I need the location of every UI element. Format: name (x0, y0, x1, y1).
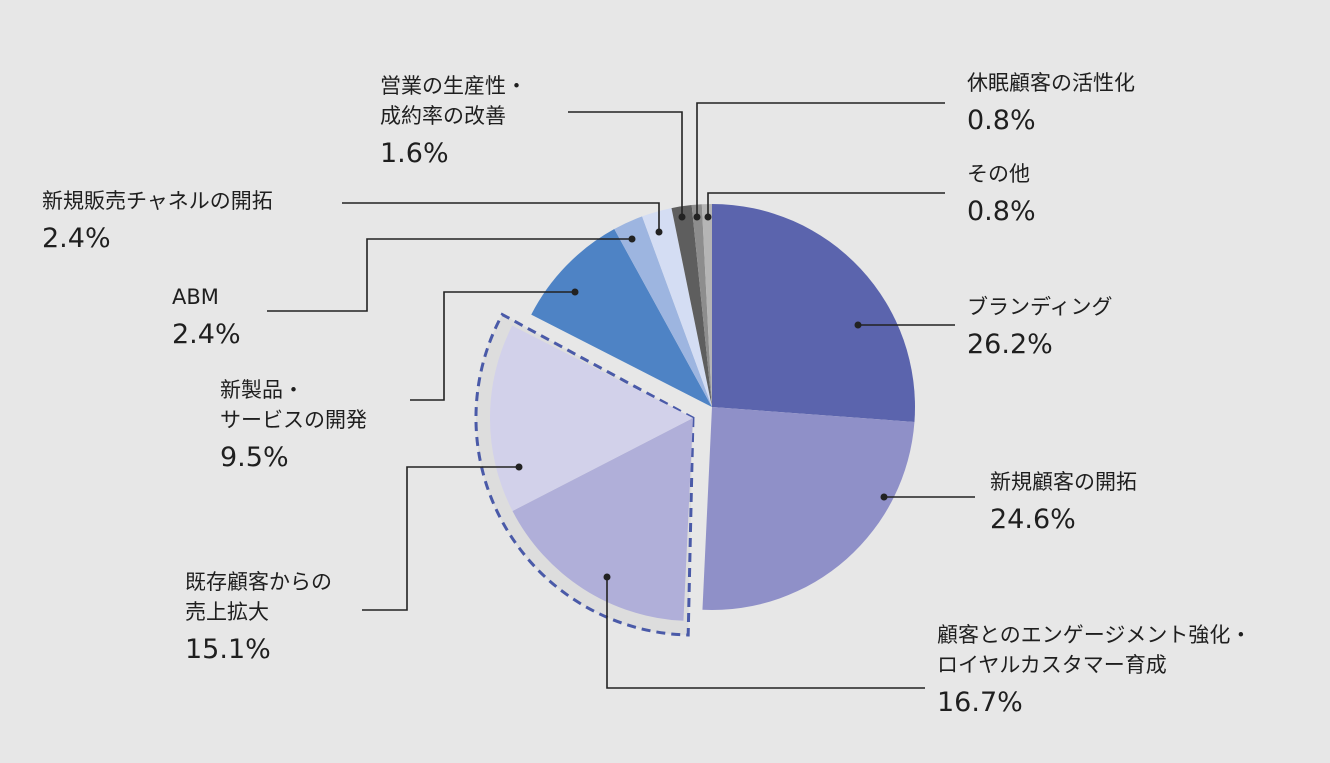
leader-dot-dormant (693, 213, 701, 221)
label-sales-productivity-value: 1.6% (380, 138, 449, 169)
label-engagement-name: 顧客とのエンゲージメント強化・ ロイヤルカスタマー育成 (937, 623, 1252, 677)
highlight-dashed-outline (474, 312, 695, 637)
label-other-name: その他 (967, 162, 1030, 186)
label-new-products-name: 新製品・ サービスの開発 (220, 378, 367, 432)
label-new-channels: 新規販売チャネルの開拓 2.4% (42, 186, 273, 256)
pie-slice-new-channels (642, 208, 712, 407)
leader-line-abm (267, 238, 632, 312)
label-dormant: 休眠顧客の活性化 0.8% (967, 68, 1135, 138)
pie-slice-abm (614, 216, 712, 407)
label-dormant-value: 0.8% (967, 105, 1036, 136)
label-existing-sales-value: 15.1% (185, 634, 271, 665)
leader-dot-abm (628, 235, 636, 243)
pie-slice-engagement (512, 418, 693, 621)
label-new-customers-name: 新規顧客の開拓 (990, 470, 1137, 494)
label-branding-value: 26.2% (967, 329, 1053, 360)
label-sales-productivity-name: 営業の生産性・ 成約率の改善 (380, 74, 527, 128)
label-engagement-value: 16.7% (937, 687, 1023, 718)
leader-line-new-channels (342, 202, 660, 232)
leader-dot-existing-sales (515, 463, 523, 471)
pie-slice-sales-productivity (671, 205, 712, 407)
label-new-customers: 新規顧客の開拓 24.6% (990, 467, 1137, 537)
label-abm-name: ABM (172, 285, 219, 309)
label-branding: ブランディング 26.2% (967, 292, 1113, 362)
pie-slices (489, 204, 916, 621)
label-abm: ABM 2.4% (172, 282, 241, 352)
leader-dot-engagement (603, 573, 611, 581)
leader-dot-new-channels (655, 228, 663, 236)
label-existing-sales: 既存顧客からの 売上拡大 15.1% (185, 567, 332, 667)
label-dormant-name: 休眠顧客の活性化 (967, 71, 1135, 95)
pie-slice-other (701, 204, 712, 407)
label-branding-name: ブランディング (967, 295, 1113, 319)
leader-dot-branding (854, 321, 862, 329)
label-sales-productivity: 営業の生産性・ 成約率の改善 1.6% (380, 71, 527, 171)
leader-dot-sales-productivity (678, 213, 686, 221)
leader-line-engagement (606, 577, 925, 689)
label-abm-value: 2.4% (172, 319, 241, 350)
leader-lines (267, 102, 975, 689)
pie-slice-new-products (531, 229, 712, 407)
leader-dot-new-products (571, 288, 579, 296)
leader-line-existing-sales (362, 466, 519, 611)
label-new-products-value: 9.5% (220, 442, 289, 473)
pie-slice-branding (712, 204, 916, 422)
leader-line-other (707, 192, 945, 217)
label-engagement: 顧客とのエンゲージメント強化・ ロイヤルカスタマー育成 16.7% (937, 620, 1251, 720)
pie-slice-existing-sales (489, 325, 693, 511)
leader-line-new-products (410, 291, 575, 401)
leader-dot-new-customers (880, 493, 888, 501)
pie-slice-new-customers (702, 407, 915, 611)
label-new-products: 新製品・ サービスの開発 9.5% (220, 375, 367, 475)
leader-dot-other (704, 213, 712, 221)
leader-line-sales-productivity (568, 111, 683, 217)
label-new-channels-value: 2.4% (42, 223, 111, 254)
label-other-value: 0.8% (967, 196, 1036, 227)
leader-line-dormant (696, 102, 945, 217)
label-new-channels-name: 新規販売チャネルの開拓 (42, 189, 273, 213)
label-new-customers-value: 24.6% (990, 504, 1076, 535)
label-other: その他 0.8% (967, 159, 1036, 229)
label-existing-sales-name: 既存顧客からの 売上拡大 (185, 570, 332, 624)
pie-slice-dormant (691, 204, 712, 407)
